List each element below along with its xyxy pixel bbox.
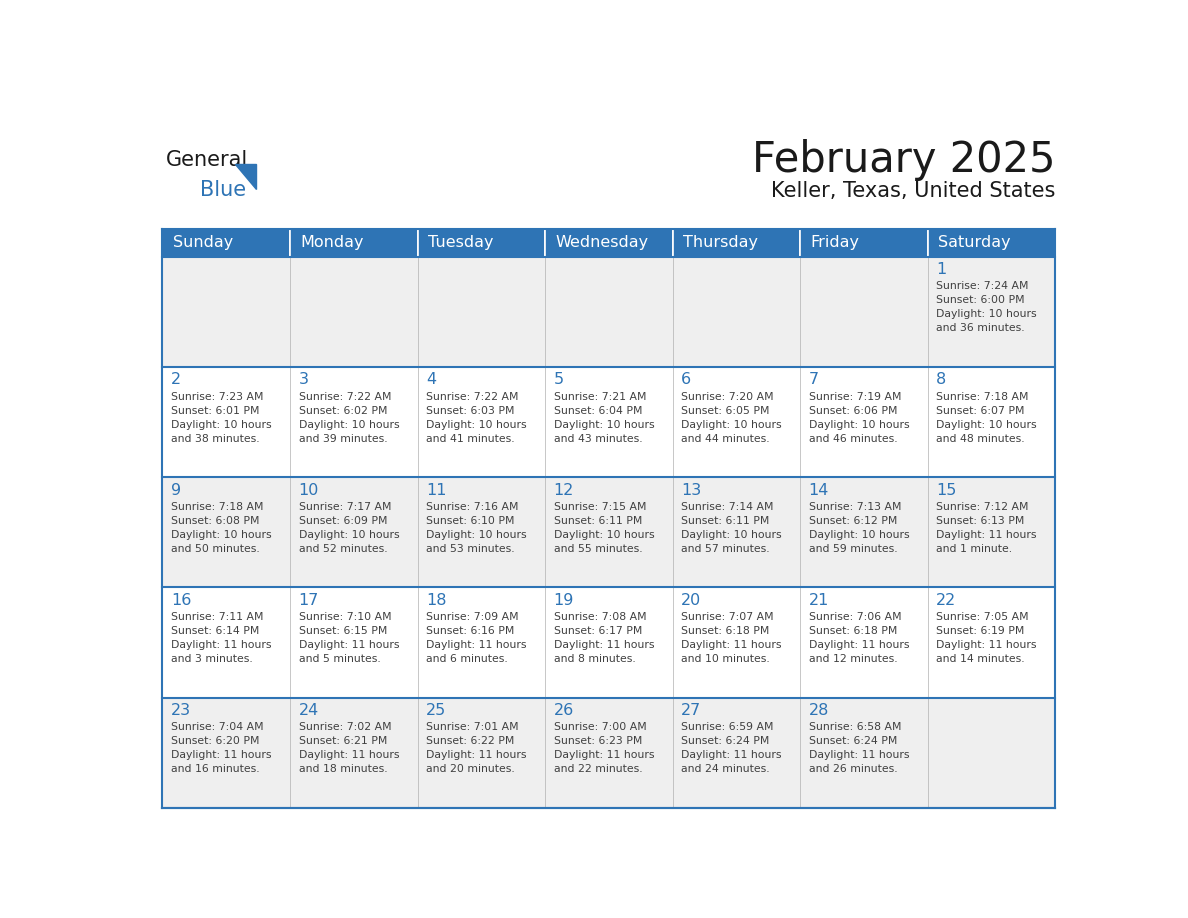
Text: Sunrise: 7:07 AM
Sunset: 6:18 PM
Daylight: 11 hours
and 10 minutes.: Sunrise: 7:07 AM Sunset: 6:18 PM Dayligh… (681, 612, 782, 664)
Text: Sunrise: 7:11 AM
Sunset: 6:14 PM
Daylight: 11 hours
and 3 minutes.: Sunrise: 7:11 AM Sunset: 6:14 PM Dayligh… (171, 612, 272, 664)
Text: 25: 25 (426, 703, 447, 718)
Text: Sunrise: 6:58 AM
Sunset: 6:24 PM
Daylight: 11 hours
and 26 minutes.: Sunrise: 6:58 AM Sunset: 6:24 PM Dayligh… (809, 722, 909, 774)
Text: 12: 12 (554, 483, 574, 498)
Text: Tuesday: Tuesday (428, 235, 493, 251)
Text: Sunrise: 6:59 AM
Sunset: 6:24 PM
Daylight: 11 hours
and 24 minutes.: Sunrise: 6:59 AM Sunset: 6:24 PM Dayligh… (681, 722, 782, 774)
Text: 1: 1 (936, 263, 947, 277)
Text: 3: 3 (298, 373, 309, 387)
Text: 9: 9 (171, 483, 181, 498)
Bar (163, 477, 1055, 588)
Text: Sunrise: 7:04 AM
Sunset: 6:20 PM
Daylight: 11 hours
and 16 minutes.: Sunrise: 7:04 AM Sunset: 6:20 PM Dayligh… (171, 722, 272, 774)
Bar (801, 229, 928, 257)
Text: 17: 17 (298, 593, 318, 608)
Text: Sunrise: 7:20 AM
Sunset: 6:05 PM
Daylight: 10 hours
and 44 minutes.: Sunrise: 7:20 AM Sunset: 6:05 PM Dayligh… (681, 392, 782, 443)
Text: Sunrise: 7:18 AM
Sunset: 6:07 PM
Daylight: 10 hours
and 48 minutes.: Sunrise: 7:18 AM Sunset: 6:07 PM Dayligh… (936, 392, 1037, 443)
Text: 18: 18 (426, 593, 447, 608)
Text: Monday: Monday (301, 235, 364, 251)
Text: Sunrise: 7:02 AM
Sunset: 6:21 PM
Daylight: 11 hours
and 18 minutes.: Sunrise: 7:02 AM Sunset: 6:21 PM Dayligh… (298, 722, 399, 774)
Text: Sunrise: 7:18 AM
Sunset: 6:08 PM
Daylight: 10 hours
and 50 minutes.: Sunrise: 7:18 AM Sunset: 6:08 PM Dayligh… (171, 502, 272, 554)
Text: Sunrise: 7:24 AM
Sunset: 6:00 PM
Daylight: 10 hours
and 36 minutes.: Sunrise: 7:24 AM Sunset: 6:00 PM Dayligh… (936, 282, 1037, 333)
Text: Sunrise: 7:12 AM
Sunset: 6:13 PM
Daylight: 11 hours
and 1 minute.: Sunrise: 7:12 AM Sunset: 6:13 PM Dayligh… (936, 502, 1037, 554)
Text: Thursday: Thursday (683, 235, 758, 251)
Text: 11: 11 (426, 483, 447, 498)
Text: 7: 7 (809, 373, 819, 387)
Bar (163, 588, 1055, 698)
Text: Sunrise: 7:23 AM
Sunset: 6:01 PM
Daylight: 10 hours
and 38 minutes.: Sunrise: 7:23 AM Sunset: 6:01 PM Dayligh… (171, 392, 272, 443)
Bar (163, 229, 290, 257)
Text: February 2025: February 2025 (752, 140, 1055, 182)
Text: 6: 6 (681, 373, 691, 387)
Text: Sunrise: 7:22 AM
Sunset: 6:03 PM
Daylight: 10 hours
and 41 minutes.: Sunrise: 7:22 AM Sunset: 6:03 PM Dayligh… (426, 392, 526, 443)
Text: Sunrise: 7:16 AM
Sunset: 6:10 PM
Daylight: 10 hours
and 53 minutes.: Sunrise: 7:16 AM Sunset: 6:10 PM Dayligh… (426, 502, 526, 554)
Text: Sunday: Sunday (172, 235, 233, 251)
Text: Sunrise: 7:19 AM
Sunset: 6:06 PM
Daylight: 10 hours
and 46 minutes.: Sunrise: 7:19 AM Sunset: 6:06 PM Dayligh… (809, 392, 909, 443)
Text: Keller, Texas, United States: Keller, Texas, United States (771, 181, 1055, 201)
Text: Sunrise: 7:13 AM
Sunset: 6:12 PM
Daylight: 10 hours
and 59 minutes.: Sunrise: 7:13 AM Sunset: 6:12 PM Dayligh… (809, 502, 909, 554)
Text: 8: 8 (936, 373, 947, 387)
Text: Sunrise: 7:00 AM
Sunset: 6:23 PM
Daylight: 11 hours
and 22 minutes.: Sunrise: 7:00 AM Sunset: 6:23 PM Dayligh… (554, 722, 655, 774)
Bar (290, 229, 417, 257)
Text: Sunrise: 7:21 AM
Sunset: 6:04 PM
Daylight: 10 hours
and 43 minutes.: Sunrise: 7:21 AM Sunset: 6:04 PM Dayligh… (554, 392, 655, 443)
Bar (163, 698, 1055, 808)
Text: Sunrise: 7:14 AM
Sunset: 6:11 PM
Daylight: 10 hours
and 57 minutes.: Sunrise: 7:14 AM Sunset: 6:11 PM Dayligh… (681, 502, 782, 554)
Text: 21: 21 (809, 593, 829, 608)
Text: Sunrise: 7:10 AM
Sunset: 6:15 PM
Daylight: 11 hours
and 5 minutes.: Sunrise: 7:10 AM Sunset: 6:15 PM Dayligh… (298, 612, 399, 664)
Text: 26: 26 (554, 703, 574, 718)
Text: Saturday: Saturday (937, 235, 1011, 251)
Text: 14: 14 (809, 483, 829, 498)
Text: Sunrise: 7:15 AM
Sunset: 6:11 PM
Daylight: 10 hours
and 55 minutes.: Sunrise: 7:15 AM Sunset: 6:11 PM Dayligh… (554, 502, 655, 554)
Text: Sunrise: 7:01 AM
Sunset: 6:22 PM
Daylight: 11 hours
and 20 minutes.: Sunrise: 7:01 AM Sunset: 6:22 PM Dayligh… (426, 722, 526, 774)
Text: General: General (166, 150, 248, 170)
Text: Sunrise: 7:17 AM
Sunset: 6:09 PM
Daylight: 10 hours
and 52 minutes.: Sunrise: 7:17 AM Sunset: 6:09 PM Dayligh… (298, 502, 399, 554)
Text: Sunrise: 7:09 AM
Sunset: 6:16 PM
Daylight: 11 hours
and 6 minutes.: Sunrise: 7:09 AM Sunset: 6:16 PM Dayligh… (426, 612, 526, 664)
Text: Blue: Blue (201, 181, 247, 200)
Text: Wednesday: Wednesday (555, 235, 649, 251)
Bar (672, 229, 801, 257)
Text: 4: 4 (426, 373, 436, 387)
Text: 2: 2 (171, 373, 181, 387)
Bar (928, 229, 1055, 257)
Bar (417, 229, 545, 257)
Text: 10: 10 (298, 483, 318, 498)
Text: Sunrise: 7:22 AM
Sunset: 6:02 PM
Daylight: 10 hours
and 39 minutes.: Sunrise: 7:22 AM Sunset: 6:02 PM Dayligh… (298, 392, 399, 443)
Bar (163, 257, 1055, 367)
Text: 19: 19 (554, 593, 574, 608)
Text: 28: 28 (809, 703, 829, 718)
Text: 16: 16 (171, 593, 191, 608)
Text: 24: 24 (298, 703, 318, 718)
Text: Sunrise: 7:08 AM
Sunset: 6:17 PM
Daylight: 11 hours
and 8 minutes.: Sunrise: 7:08 AM Sunset: 6:17 PM Dayligh… (554, 612, 655, 664)
Text: 22: 22 (936, 593, 956, 608)
Text: 15: 15 (936, 483, 956, 498)
Text: Friday: Friday (810, 235, 859, 251)
Polygon shape (234, 164, 257, 189)
Text: 27: 27 (681, 703, 701, 718)
Text: 13: 13 (681, 483, 701, 498)
Text: Sunrise: 7:05 AM
Sunset: 6:19 PM
Daylight: 11 hours
and 14 minutes.: Sunrise: 7:05 AM Sunset: 6:19 PM Dayligh… (936, 612, 1037, 664)
Text: Sunrise: 7:06 AM
Sunset: 6:18 PM
Daylight: 11 hours
and 12 minutes.: Sunrise: 7:06 AM Sunset: 6:18 PM Dayligh… (809, 612, 909, 664)
Text: 5: 5 (554, 373, 564, 387)
Text: 23: 23 (171, 703, 191, 718)
Text: 20: 20 (681, 593, 701, 608)
Bar (545, 229, 672, 257)
Bar (163, 367, 1055, 477)
